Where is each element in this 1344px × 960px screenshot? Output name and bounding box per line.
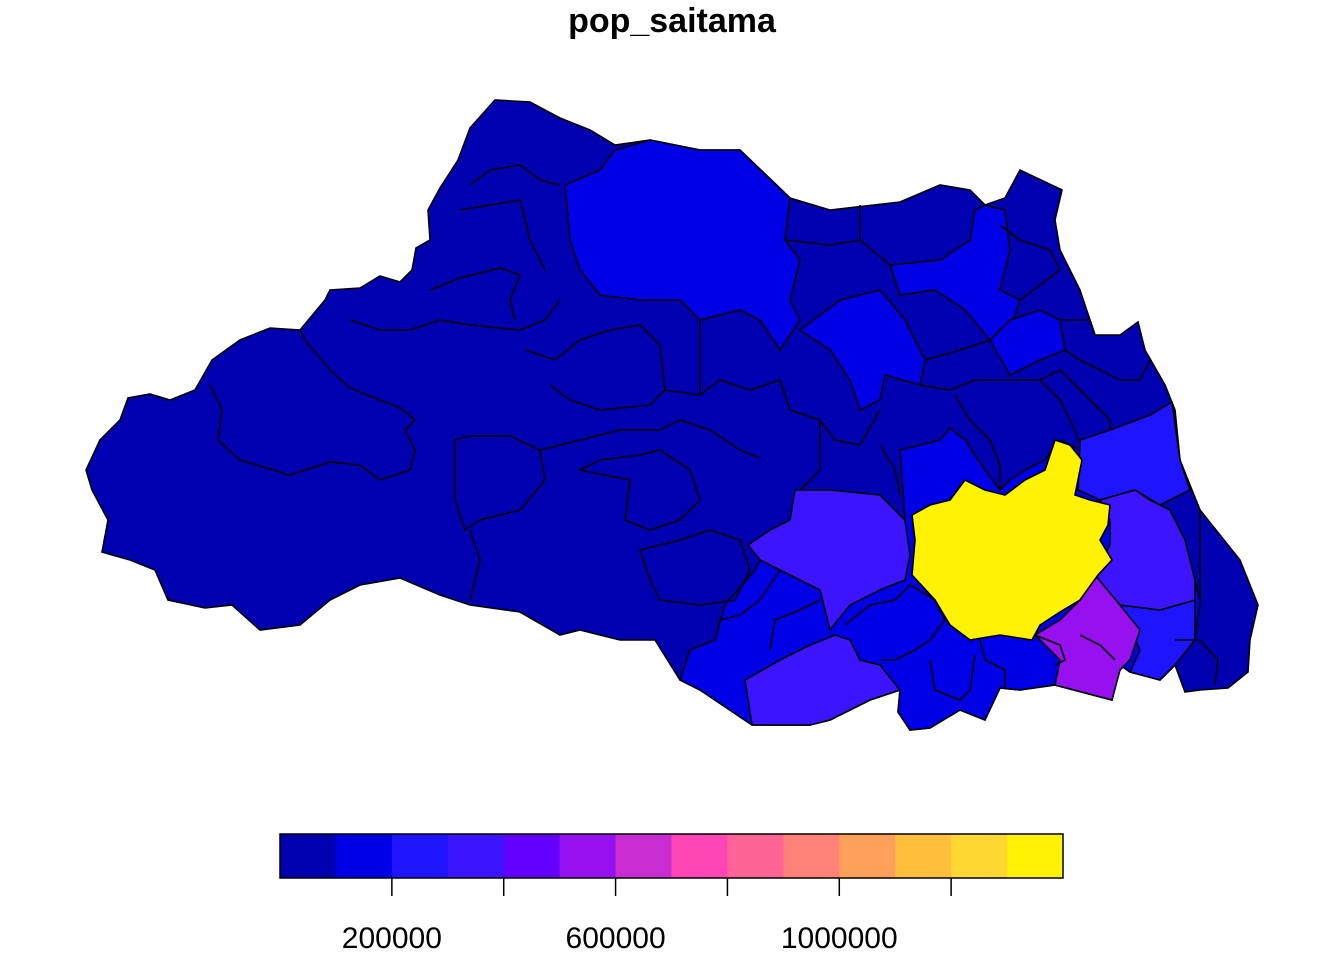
region-east-strip	[989, 309, 1066, 377]
legend-color-step	[783, 834, 840, 878]
legend-tick-label: 200000	[342, 922, 442, 955]
municipality-borders	[209, 164, 1219, 701]
region-north-central	[564, 139, 801, 352]
legend-color-step	[503, 834, 561, 878]
legend-color-step	[615, 834, 672, 878]
region-north-east	[888, 204, 1021, 341]
prefecture-outline	[85, 99, 1259, 731]
legend-border	[279, 833, 1064, 879]
legend-color-step	[671, 834, 728, 878]
legend-tick-label: 600000	[566, 922, 666, 955]
color-legend: 200000 600000 1000000	[279, 833, 1064, 955]
legend-color-step	[391, 834, 449, 878]
region-kawagoe	[746, 489, 911, 632]
legend-tick-label: 1000000	[781, 922, 898, 955]
legend-color-step	[1007, 834, 1064, 878]
region-koshigaya	[1094, 489, 1196, 611]
legend-color-step	[559, 834, 617, 878]
map-title: pop_saitama	[568, 2, 776, 40]
legend-color-step	[839, 834, 896, 878]
region-saitama-city	[911, 438, 1113, 641]
region-tokorozawa	[744, 634, 902, 726]
legend-color-step	[335, 834, 393, 878]
region-east-bright	[1077, 400, 1191, 506]
legend-color-step	[280, 834, 337, 878]
region-kawaguchi	[1033, 573, 1141, 701]
legend-color-step	[447, 834, 505, 878]
legend-color-step	[951, 834, 1008, 878]
legend-color-step	[895, 834, 952, 878]
legend-color-step	[727, 834, 784, 878]
region-central-east	[798, 289, 926, 412]
